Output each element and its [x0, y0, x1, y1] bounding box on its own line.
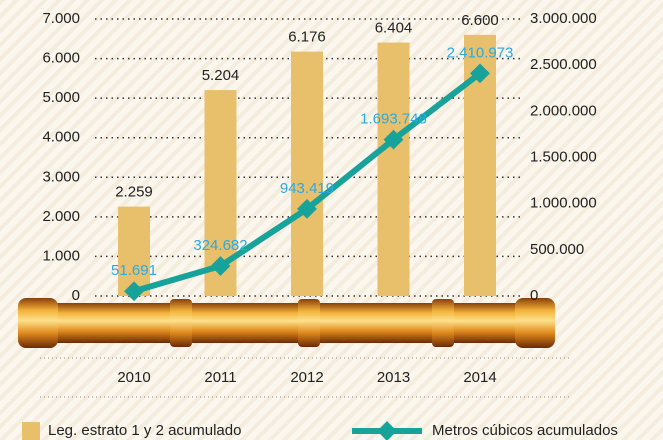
y2-tick-label: 500.000	[530, 241, 584, 258]
line-value-label: 324.682	[193, 237, 247, 254]
y2-tick-label: 3.000.000	[530, 10, 597, 27]
legend-swatch	[22, 422, 40, 440]
x-tick-label: 2010	[117, 369, 150, 386]
bar-value-label: 6.404	[375, 20, 413, 37]
y2-tick-label: 2.000.000	[530, 102, 597, 119]
y-tick-label: 1.000	[42, 247, 80, 264]
y-tick-label: 7.000	[42, 10, 80, 27]
y2-tick-label: 1.000.000	[530, 195, 597, 212]
y2-tick-label: 2.500.000	[530, 56, 597, 73]
bar-value-label: 6.600	[461, 12, 499, 29]
bar	[378, 43, 410, 296]
line-value-label: 2.410.973	[447, 44, 514, 61]
x-tick-label: 2013	[377, 369, 410, 386]
y2-tick-label: 1.500.000	[530, 148, 597, 165]
y-tick-label: 2.000	[42, 208, 80, 225]
y-tick-label: 5.000	[42, 89, 80, 106]
pipe	[18, 298, 555, 348]
y-tick-label: 6.000	[42, 50, 80, 67]
y-tick-label: 4.000	[42, 129, 80, 146]
x-tick-label: 2012	[290, 369, 323, 386]
line-value-label: 1.693.748	[360, 111, 427, 128]
bar-value-label: 6.176	[288, 29, 326, 46]
legend-label: Metros cúbicos acumulados	[432, 422, 618, 439]
bar-value-label: 2.259	[115, 184, 153, 201]
x-tick-label: 2014	[463, 369, 496, 386]
bar-value-label: 5.204	[202, 67, 240, 84]
x-tick-label: 2011	[204, 369, 236, 386]
legend-label: Leg. estrato 1 y 2 acumulado	[48, 422, 241, 439]
y2-tick-label: 0	[530, 287, 538, 304]
y-tick-label: 0	[72, 287, 80, 304]
bar	[291, 52, 323, 296]
chart: 0 1.000 2.000 3.000 4.000 5.000 6.000 7.000 2.25…	[0, 0, 663, 440]
line-value-label: 51.691	[111, 262, 157, 279]
line-value-label: 943.419	[280, 180, 334, 197]
y-tick-label: 3.000	[42, 168, 80, 185]
